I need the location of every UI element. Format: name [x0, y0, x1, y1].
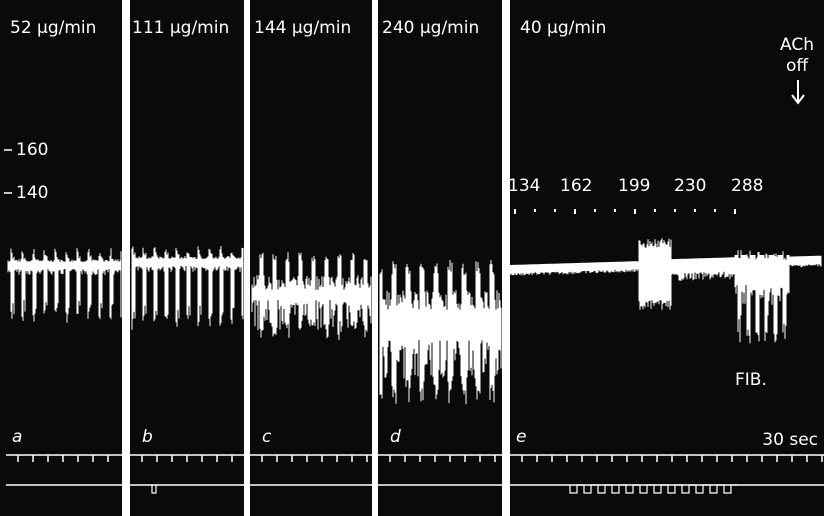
scale-label: 160: [16, 140, 48, 160]
timescale-label: 30 sec: [762, 430, 818, 450]
drug-state: off: [786, 56, 809, 76]
dose-label: 144 μg/min: [254, 18, 351, 38]
panel-letter: c: [262, 427, 272, 447]
marker-label: 134: [508, 176, 540, 196]
panel-letter: a: [12, 427, 22, 447]
drug-label: ACh: [780, 35, 814, 55]
dose-label: 111 μg/min: [132, 18, 229, 38]
scale-label: 140: [16, 183, 48, 203]
panel-letter: d: [390, 427, 401, 447]
marker-label: 230: [674, 176, 706, 196]
dose-label: 40 μg/min: [520, 18, 606, 38]
figure: 52 μg/min 111 μg/min 144 μg/min 240 μg/m…: [0, 0, 824, 516]
fib-label: FIB.: [735, 370, 767, 390]
panel-letter: e: [516, 427, 526, 447]
marker-label: 162: [560, 176, 592, 196]
dose-label: 52 μg/min: [10, 18, 96, 38]
dose-label: 240 μg/min: [382, 18, 479, 38]
panel-letter: b: [142, 427, 153, 447]
marker-label: 288: [731, 176, 763, 196]
marker-label: 199: [618, 176, 650, 196]
